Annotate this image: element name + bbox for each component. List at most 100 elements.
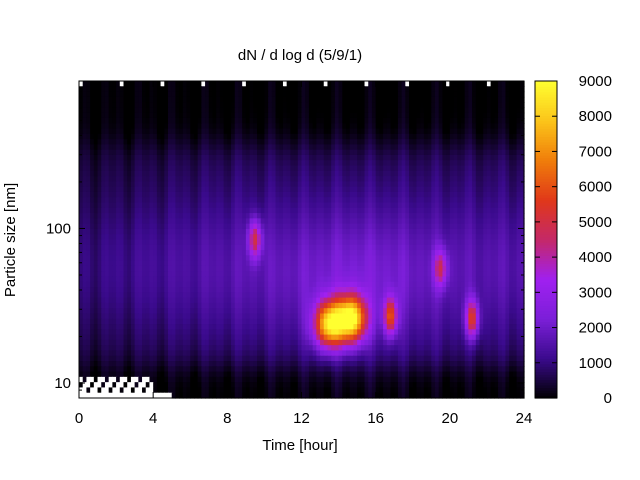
heatmap-cell [427, 165, 432, 172]
heatmap-cell [368, 81, 373, 87]
heatmap-cell [498, 96, 503, 103]
heatmap-cell [219, 165, 225, 172]
heatmap-cell [423, 102, 429, 109]
heatmap-cell [494, 165, 499, 172]
heatmap-cell [149, 186, 154, 193]
heatmap-cell [305, 297, 310, 304]
heatmap-cell [130, 255, 136, 262]
heatmap-cell [112, 170, 117, 177]
heatmap-cell [386, 86, 392, 93]
heatmap-cell [475, 191, 481, 198]
heatmap-cell [268, 234, 273, 241]
heatmap-cell [286, 223, 291, 230]
heatmap-cell [327, 144, 332, 151]
heatmap-cell [375, 186, 380, 193]
heatmap-cell [245, 96, 251, 103]
heatmap-cell [427, 102, 432, 109]
heatmap-cell [182, 250, 188, 256]
heatmap-cell [245, 91, 251, 98]
heatmap-cell [130, 176, 136, 182]
heatmap-cell [93, 234, 99, 241]
heatmap-cell [349, 271, 355, 278]
heatmap-cell [416, 197, 421, 204]
heatmap-cell [468, 276, 473, 283]
heatmap-cell [193, 218, 199, 225]
heatmap-cell [364, 292, 369, 299]
heatmap-cell [219, 213, 225, 219]
heatmap-cell [231, 265, 236, 272]
heatmap-cell [453, 186, 458, 193]
heatmap-cell [145, 218, 151, 225]
heatmap-cell [390, 165, 395, 172]
heatmap-cell [397, 255, 403, 262]
heatmap-cell [468, 112, 473, 119]
heatmap-cell [190, 281, 195, 288]
heatmap-cell [501, 112, 507, 119]
heatmap-cell [383, 271, 388, 278]
heatmap-cell [457, 181, 462, 188]
heatmap-cell [282, 86, 288, 93]
heatmap-cell [423, 228, 429, 235]
heatmap-cell [486, 96, 492, 103]
heatmap-cell [134, 154, 139, 161]
heatmap-cell [416, 186, 421, 193]
heatmap-cell [245, 186, 251, 193]
heatmap-cell [442, 107, 447, 114]
heatmap-cell [168, 123, 173, 130]
heatmap-cell [405, 102, 410, 109]
heatmap-cell [472, 260, 477, 267]
heatmap-cell [104, 117, 110, 124]
heatmap-cell [156, 228, 162, 235]
heatmap-cell [282, 244, 288, 251]
heatmap-cell [494, 81, 499, 87]
heatmap-cell [501, 81, 507, 87]
heatmap-cell [405, 271, 410, 278]
heatmap-cell [442, 213, 447, 219]
heatmap-cell [260, 265, 266, 272]
heatmap-cell [490, 128, 495, 135]
heatmap-cell [171, 81, 177, 87]
heatmap-cell [520, 207, 525, 214]
heatmap-cell [412, 81, 418, 87]
heatmap-cell [453, 213, 458, 219]
heatmap-cell [409, 202, 414, 209]
heatmap-cell [134, 133, 139, 140]
heatmap-cell [457, 255, 462, 262]
heatmap-cell [282, 250, 288, 256]
heatmap-cell [383, 250, 388, 256]
heatmap-cell [483, 234, 488, 241]
heatmap-cell [164, 154, 169, 161]
heatmap-cell [145, 244, 151, 251]
heatmap-cell [79, 265, 84, 272]
heatmap-cell [156, 207, 162, 214]
heatmap-cell [394, 96, 399, 103]
heatmap-cell [501, 91, 507, 98]
heatmap-cell [338, 202, 343, 209]
heatmap-cell [397, 218, 403, 225]
heatmap-cell [323, 255, 329, 262]
heatmap-cell [101, 287, 106, 293]
heatmap-cell [279, 218, 284, 225]
heatmap-cell [327, 234, 332, 241]
heatmap-cell [97, 139, 102, 145]
heatmap-cell [357, 202, 362, 209]
heatmap-cell [486, 265, 492, 272]
heatmap-cell [486, 117, 492, 124]
heatmap-cell [212, 292, 217, 299]
heatmap-cell [205, 202, 210, 209]
heatmap-cell [494, 260, 499, 267]
heatmap-cell [260, 86, 266, 93]
heatmap-cell [334, 276, 340, 283]
heatmap-cell [427, 160, 432, 167]
heatmap-cell [338, 276, 343, 283]
heatmap-cell [201, 170, 206, 177]
heatmap-cell [182, 287, 188, 293]
heatmap-cell [164, 234, 169, 241]
heatmap-cell [138, 228, 143, 235]
heatmap-cell [145, 149, 151, 156]
heatmap-cell [509, 86, 514, 93]
heatmap-cell [282, 276, 288, 283]
heatmap-cell [520, 170, 525, 177]
heatmap-cell [460, 287, 466, 293]
heatmap-cell [483, 207, 488, 214]
